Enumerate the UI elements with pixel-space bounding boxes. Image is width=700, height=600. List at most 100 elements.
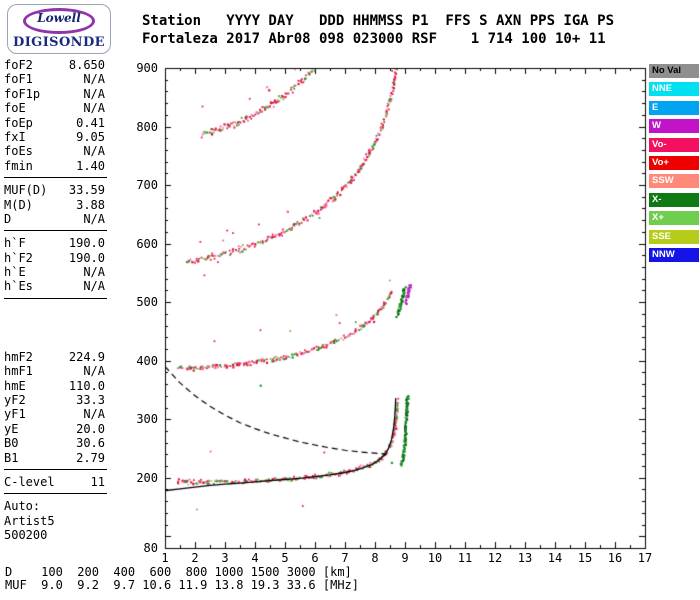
param-note: Auto: [4,499,41,514]
param-divider [4,173,107,183]
param-value: N/A [83,364,105,379]
param-row-B0: B0 30.6 [4,436,105,450]
y-tick-label: 300 [136,412,158,427]
param-label: yE [4,421,19,436]
param-row-h`Es: h`Es N/A [4,279,105,293]
y-tick-label: 200 [136,470,158,485]
lowell-brand-text: Lowell [37,11,81,25]
legend-item-x-: X- [649,192,699,207]
param-row-hmE: hmE 110.0 [4,379,105,393]
header-line-2: Fortaleza 2017 Abr08 098 023000 RSF 1 71… [142,31,606,47]
param-label: MUF(D) [4,183,48,198]
x-tick-label: 6 [311,551,319,565]
param-value: 1.40 [76,158,105,173]
param-row-C-level: C-level 11 [4,475,105,489]
param-label: M(D) [4,197,33,212]
param-value: 0.41 [76,115,105,130]
param-label: hmE [4,378,26,393]
param-row-foE: foE N/A [4,101,105,115]
param-row-B1: B1 2.79 [4,451,105,465]
legend-item-sse: SSE [649,229,699,244]
param-row-foF1: foF1 N/A [4,72,105,86]
param-label: B1 [4,450,19,465]
x-tick-label: 2 [191,551,199,565]
param-label: fxI [4,129,26,144]
param-value: N/A [83,72,105,87]
param-value: 20.0 [76,421,105,436]
param-panel: foF2 8.650 foF1 N/A foF1p N/A foE N/A foEp 0.41 fx… [4,58,107,543]
x-tick-label: 10 [427,551,443,565]
param-value: N/A [83,86,105,101]
param-row-foEp: foEp 0.41 [4,116,105,130]
param-row-M(D): M(D) 3.88 [4,198,105,212]
x-tick-label: 13 [517,551,533,565]
y-tick-label: 800 [136,119,158,134]
legend-item-e: E [649,100,699,115]
param-value: 224.9 [68,349,105,364]
param-value: 33.3 [76,393,105,408]
param-row-fmin: fmin 1.40 [4,159,105,173]
param-row-h`E: h`E N/A [4,265,105,279]
param-value: 190.0 [68,250,105,265]
param-label: yF1 [4,407,26,422]
legend-item-no-val: No Val [649,64,699,78]
param-label: foEs [4,144,33,159]
param-value: 33.59 [68,183,105,198]
param-divider [4,226,107,236]
param-value: 11 [90,474,105,489]
param-label: foF1p [4,86,41,101]
param-label: foF1 [4,72,33,87]
param-row-yF2: yF2 33.3 [4,393,105,407]
x-tick-label: 14 [547,551,563,565]
legend-item-ssw: SSW [649,174,699,189]
legend-item-vo+: Vo+ [649,155,699,170]
param-label: fmin [4,158,33,173]
x-tick-label: 7 [341,551,349,565]
x-tick-label: 1 [161,551,169,565]
bottom-row-d: D 100 200 400 600 800 1000 1500 3000 [km… [5,565,352,579]
param-row-hmF1: hmF1 N/A [4,364,105,378]
param-value: N/A [83,279,105,294]
y-tick-label: 500 [136,295,158,310]
param-label: D [4,211,12,226]
bottom-row-muf: MUF 9.0 9.2 9.7 10.6 11.9 13.8 19.3 33.6… [5,578,360,592]
param-label: h`E [4,265,26,280]
y-tick-label: 80 [143,541,158,555]
digisonde-wordmark: DIGISONDE [13,35,105,50]
legend: No Val NNE E W Vo- Vo+ SSW X- X+ SSE NNW [649,64,699,266]
param-value: 9.05 [76,129,105,144]
param-value: N/A [83,144,105,159]
param-divider [4,465,107,475]
x-tick-label: 8 [371,551,379,565]
legend-item-vo-: Vo- [649,137,699,152]
param-value: N/A [83,407,105,422]
param-note: 500200 [4,528,48,543]
x-tick-label: 4 [251,551,259,565]
param-divider [4,294,107,304]
x-tick-label: 17 [637,551,653,565]
param-row-fxI: fxI 9.05 [4,130,105,144]
param-value: 2.79 [76,450,105,465]
param-label: foEp [4,115,33,130]
y-tick-label: 700 [136,178,158,193]
param-row-MUF(D): MUF(D) 33.59 [4,183,105,197]
lowell-oval-logo: Lowell [23,8,95,34]
param-row-yF1: yF1 N/A [4,407,105,421]
param-value: N/A [83,101,105,116]
param-label: yF2 [4,393,26,408]
bottom-table: D 100 200 400 600 800 1000 1500 3000 [km… [5,566,359,592]
x-tick-label: 12 [487,551,503,565]
param-label: hmF2 [4,349,33,364]
param-label: hmF1 [4,364,33,379]
param-label: B0 [4,436,19,451]
digisonde-logo: Lowell DIGISONDE [7,4,111,54]
x-tick-label: 16 [607,551,623,565]
legend-item-nnw: NNW [649,247,699,262]
param-divider [4,489,107,499]
param-row-h`F2: h`F2 190.0 [4,251,105,265]
param-value: N/A [83,265,105,280]
legend-item-nne: NNE [649,82,699,97]
param-row-foEs: foEs N/A [4,144,105,158]
param-label: h`F2 [4,250,33,265]
